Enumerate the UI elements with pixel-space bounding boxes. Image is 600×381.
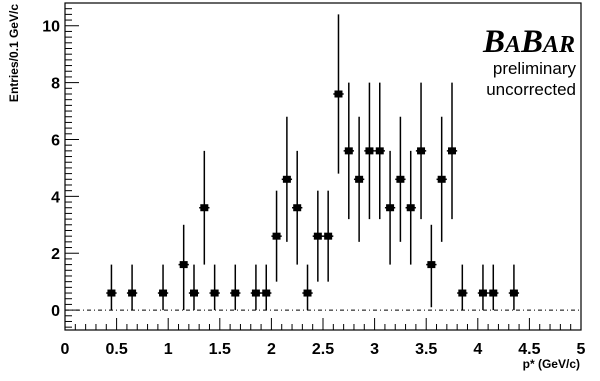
point-marker: [251, 289, 260, 297]
x-tick-label: 1.5: [209, 341, 231, 358]
point-marker: [417, 147, 426, 155]
data-point: [126, 264, 138, 311]
point-marker: [396, 175, 405, 183]
y-axis-title: Entries/0.1 GeV/c: [7, 4, 21, 102]
point-marker: [272, 232, 281, 240]
data-point: [364, 82, 375, 220]
data-point: [488, 264, 499, 311]
data-point: [106, 264, 117, 311]
y-tick-label: 8: [51, 76, 60, 93]
x-tick-label: 2.5: [312, 341, 334, 358]
point-marker: [448, 147, 456, 155]
x-tick-label: 2: [267, 341, 276, 358]
point-marker: [107, 289, 116, 297]
annotation-preliminary: preliminary: [493, 59, 577, 78]
point-marker: [427, 261, 436, 269]
point-marker: [406, 204, 415, 212]
data-point: [230, 264, 241, 311]
data-point: [281, 116, 293, 242]
data-point: [271, 190, 282, 282]
data-point: [436, 116, 447, 242]
data-point: [333, 14, 344, 174]
point-marker: [458, 289, 467, 297]
data-point: [395, 116, 406, 242]
data-point: [384, 150, 396, 265]
data-point: [209, 264, 220, 311]
point-marker: [489, 289, 498, 297]
point-marker: [293, 204, 302, 212]
point-marker: [282, 175, 291, 183]
data-point: [477, 264, 489, 311]
data-point: [415, 82, 427, 220]
x-tick-label: 4: [473, 341, 482, 358]
point-marker: [179, 261, 188, 269]
data-point: [312, 190, 323, 282]
data-point: [188, 264, 200, 311]
point-marker: [478, 289, 487, 297]
data-point: [199, 150, 210, 265]
x-tick-label: 5: [577, 341, 586, 358]
y-tick-label: 6: [51, 132, 60, 149]
point-marker: [313, 232, 322, 240]
y-tick-label: 10: [42, 19, 60, 36]
y-tick-label: 0: [51, 303, 60, 320]
x-tick-label: 4.5: [518, 341, 540, 358]
point-marker: [355, 175, 364, 183]
data-point: [405, 150, 416, 265]
point-marker: [200, 204, 209, 212]
data-point: [261, 264, 272, 311]
point-marker: [344, 147, 353, 155]
data-point: [426, 224, 437, 308]
data-points: [106, 14, 520, 311]
x-tick-label: 3: [370, 341, 379, 358]
x-tick-label: 1: [164, 341, 173, 358]
x-axis: 0 0.5 1 1.5 2 2.5 3 3.5 4 4.5 5: [61, 318, 586, 358]
y-tick-label: 4: [51, 189, 60, 206]
data-point: [508, 264, 520, 311]
point-marker: [159, 289, 168, 297]
data-point: [323, 190, 334, 282]
point-marker: [386, 204, 395, 212]
point-marker: [303, 289, 312, 297]
data-point: [250, 264, 262, 311]
data-point: [343, 82, 354, 220]
point-marker: [190, 289, 198, 297]
point-marker: [334, 90, 343, 98]
data-point: [374, 82, 385, 220]
data-point: [157, 264, 169, 311]
y-axis: 0 2 4 6 8 10: [42, 2, 79, 328]
point-marker: [437, 175, 446, 183]
y-tick-label: 2: [51, 246, 60, 263]
point-marker: [231, 289, 240, 297]
x-tick-label: 0: [61, 341, 70, 358]
data-point: [302, 264, 313, 311]
data-point: [446, 82, 458, 220]
annotation-uncorrected: uncorrected: [486, 80, 576, 99]
point-marker: [262, 289, 271, 297]
point-marker: [128, 289, 137, 297]
data-point: [178, 224, 189, 311]
point-marker: [365, 147, 374, 155]
experiment-logo: BABAR: [482, 24, 575, 60]
x-tick-label: 3.5: [415, 341, 437, 358]
data-point: [457, 264, 468, 311]
data-point: [292, 150, 303, 265]
x-axis-title: p* (GeV/c): [523, 357, 580, 371]
point-marker: [509, 289, 518, 297]
x-tick-label: 0.5: [105, 341, 127, 358]
point-marker: [210, 289, 219, 297]
point-marker: [324, 232, 333, 240]
data-point: [353, 116, 365, 242]
point-marker: [375, 147, 384, 155]
